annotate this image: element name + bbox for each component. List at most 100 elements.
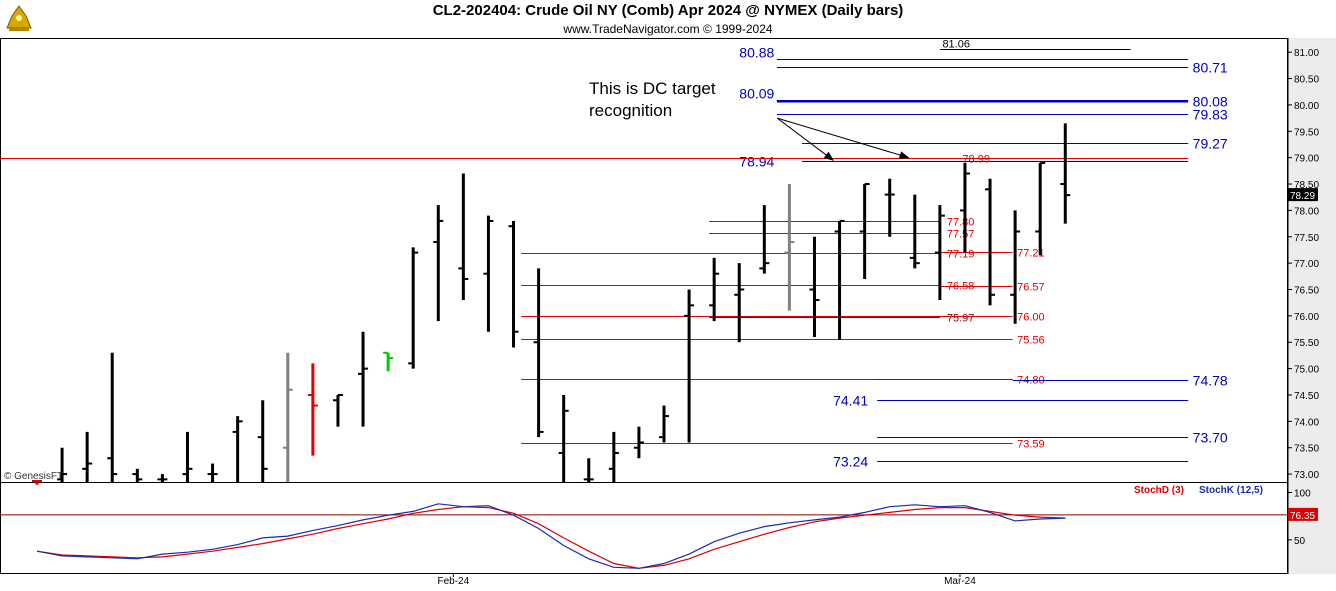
price-axis-label: 81.00 bbox=[1294, 48, 1319, 59]
stoch-panel-frame bbox=[0, 482, 1288, 574]
price-axis-label: 80.00 bbox=[1294, 101, 1319, 112]
chart-subtitle: www.TradeNavigator.com © 1999-2024 bbox=[563, 22, 773, 36]
ohlc-bar bbox=[182, 431, 193, 482]
level-label: 80.71 bbox=[1193, 60, 1228, 76]
price-axis-label: 77.50 bbox=[1294, 233, 1319, 244]
ohlc-bar bbox=[32, 480, 42, 485]
ohlc-bar bbox=[558, 394, 569, 482]
stoch-axis-label: 50 bbox=[1294, 536, 1306, 547]
ohlc-bar bbox=[608, 431, 619, 482]
ohlc-bar bbox=[458, 173, 469, 301]
price-axis-label: 78.50 bbox=[1294, 180, 1319, 191]
stochd-line bbox=[36, 506, 1066, 569]
ohlc-bar bbox=[433, 205, 444, 322]
ohlc-bar bbox=[659, 405, 669, 443]
price-axis-strip bbox=[1288, 38, 1336, 574]
price-axis-label: 75.00 bbox=[1294, 365, 1319, 376]
ohlc-bar bbox=[207, 463, 218, 482]
level-label: 76.57 bbox=[1017, 281, 1045, 293]
ohlc-bar bbox=[583, 458, 594, 482]
ohlc-bar bbox=[508, 220, 519, 348]
chart-title: CL2-202404: Crude Oil NY (Comb) Apr 2024… bbox=[432, 2, 904, 19]
ohlc-bar bbox=[759, 205, 770, 274]
level-label: 79.27 bbox=[1193, 136, 1228, 152]
price-axis-label: 76.50 bbox=[1294, 286, 1319, 297]
ohlc-bar bbox=[533, 268, 544, 438]
ohlc-bar bbox=[383, 351, 394, 372]
stoch-last-value-label: 76.35 bbox=[1290, 511, 1315, 522]
x-axis-label: Mar-24 bbox=[944, 576, 976, 587]
level-label: 73.59 bbox=[1017, 438, 1045, 450]
ohlc-bar bbox=[934, 205, 945, 301]
ohlc-bar bbox=[483, 215, 494, 332]
ohlc-bar bbox=[1010, 210, 1021, 324]
ohlc-bar bbox=[282, 352, 293, 482]
level-label: 78.94 bbox=[739, 154, 774, 170]
price-axis-label: 79.00 bbox=[1294, 154, 1319, 165]
price-axis-label: 80.50 bbox=[1294, 75, 1319, 86]
price-axis-label: 73.50 bbox=[1294, 444, 1319, 455]
price-axis-label: 79.50 bbox=[1294, 127, 1319, 138]
level-label: 78.99 bbox=[962, 153, 990, 165]
ohlc-bar bbox=[834, 219, 845, 340]
level-label: 79.83 bbox=[1193, 107, 1228, 123]
ohlc-bar bbox=[959, 162, 970, 253]
ohlc-bar bbox=[132, 468, 143, 482]
ohlc-bar bbox=[633, 426, 644, 459]
level-label: 74.78 bbox=[1193, 373, 1228, 389]
level-label: 74.41 bbox=[833, 393, 868, 409]
stoch-last-value-box bbox=[1288, 507, 1318, 521]
level-label: 80.88 bbox=[739, 45, 774, 61]
ohlc-bar bbox=[358, 331, 369, 427]
level-label: 73.24 bbox=[833, 454, 868, 470]
x-axis-label: Feb-24 bbox=[437, 576, 469, 587]
ohlc-bar bbox=[107, 352, 118, 482]
price-panel-frame bbox=[0, 38, 1288, 483]
annotation-arrow bbox=[777, 117, 910, 159]
price-axis-label: 77.00 bbox=[1294, 259, 1319, 270]
price-axis-label: 78.00 bbox=[1294, 206, 1319, 217]
ohlc-bar bbox=[57, 447, 68, 482]
ohlc-bar bbox=[1035, 161, 1046, 256]
level-label: 81.06 bbox=[942, 39, 970, 51]
ohlc-bar bbox=[884, 178, 895, 237]
ohlc-bar bbox=[909, 194, 920, 269]
stoch-legend-entry: StochK (12,5) bbox=[1199, 485, 1263, 496]
last-price-box bbox=[1288, 188, 1318, 202]
ohlc-bar bbox=[257, 400, 268, 482]
level-label: 73.70 bbox=[1193, 430, 1228, 446]
price-axis-label: 74.50 bbox=[1294, 391, 1319, 402]
price-axis-label: 74.00 bbox=[1294, 417, 1319, 428]
level-label: 80.09 bbox=[739, 86, 774, 102]
last-price-label: 78.29 bbox=[1290, 191, 1315, 202]
annotation-line-1: This is DC target bbox=[589, 79, 716, 98]
ohlc-bar bbox=[332, 393, 343, 427]
ohlc-bar bbox=[809, 236, 820, 337]
level-label: 80.08 bbox=[1193, 94, 1228, 110]
level-label: 75.56 bbox=[1017, 334, 1045, 346]
ohlc-bar bbox=[734, 263, 745, 343]
ohlc-bar bbox=[859, 183, 870, 279]
ohlc-bar bbox=[232, 416, 243, 482]
price-axis-label: 75.50 bbox=[1294, 338, 1319, 349]
stoch-legend-entry: StochD (3) bbox=[1134, 485, 1184, 496]
level-label: 75.97 bbox=[947, 312, 975, 324]
ohlc-bar bbox=[82, 431, 93, 482]
level-label: 77.21 bbox=[1017, 247, 1045, 259]
ohlc-bar bbox=[684, 289, 695, 443]
logo-icon bbox=[6, 5, 32, 31]
ohlc-bar bbox=[307, 363, 318, 456]
ohlc-bar bbox=[784, 184, 795, 311]
annotation-arrow bbox=[776, 117, 835, 161]
stoch-axis-label: 100 bbox=[1294, 488, 1311, 499]
ohlc-bar bbox=[1060, 123, 1071, 224]
ohlc-bar bbox=[709, 257, 720, 322]
annotation-line-2: recognition bbox=[589, 101, 672, 120]
ohlc-bar bbox=[408, 247, 419, 369]
level-label: 76.00 bbox=[1017, 311, 1045, 323]
level-label: 77.57 bbox=[947, 228, 975, 240]
price-axis-label: 73.00 bbox=[1294, 470, 1319, 481]
price-axis-label: 76.00 bbox=[1294, 312, 1319, 323]
